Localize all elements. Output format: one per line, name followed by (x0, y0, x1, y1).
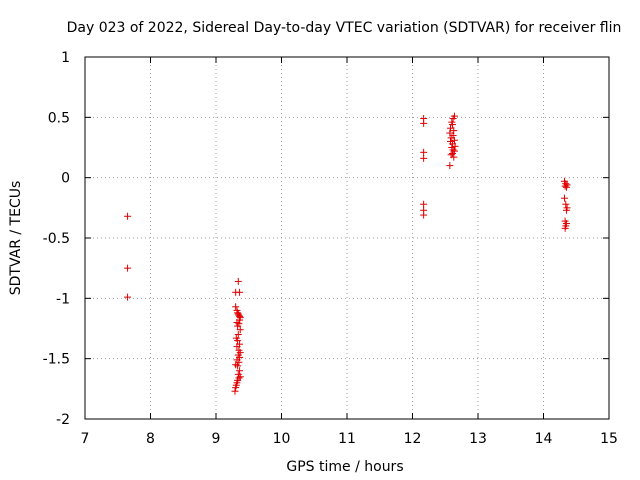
data-point (234, 337, 242, 345)
data-point (420, 154, 428, 162)
y-tick-label: -1 (56, 291, 70, 307)
data-point (236, 326, 244, 334)
data-point (561, 182, 569, 190)
data-point (124, 264, 132, 272)
data-point (232, 384, 240, 392)
data-point (561, 224, 569, 232)
data-point (124, 293, 132, 301)
data-point (232, 288, 240, 296)
chart-title: Day 023 of 2022, Sidereal Day-to-day VTE… (67, 20, 622, 36)
data-point (124, 212, 132, 220)
data-point (560, 194, 568, 202)
data-point (448, 150, 456, 158)
x-axis-label: GPS time / hours (286, 459, 403, 475)
data-point (449, 115, 457, 123)
data-point (233, 343, 241, 351)
data-point (232, 303, 240, 311)
data-point (562, 183, 570, 191)
data-point (234, 322, 242, 330)
data-point (420, 148, 428, 156)
data-point (446, 162, 454, 170)
x-tick-label: 11 (338, 431, 356, 447)
data-point (562, 200, 570, 208)
data-point (234, 277, 242, 285)
data-point (450, 153, 458, 161)
data-point (234, 331, 242, 339)
data-point (420, 119, 428, 127)
x-tick-label: 14 (535, 431, 553, 447)
y-tick-label: -0.5 (43, 231, 70, 247)
data-point (236, 373, 244, 381)
data-point (449, 146, 457, 154)
data-points (124, 112, 571, 395)
data-point (234, 362, 242, 370)
data-point (450, 127, 458, 135)
x-tick-label: 13 (469, 431, 487, 447)
data-point (562, 206, 570, 214)
data-point (448, 121, 456, 129)
y-axis-label: SDTVAR / TECUs (8, 181, 24, 296)
y-axis: 1 0.5 0 -0.5 -1 -1.5 -2 (43, 50, 609, 428)
x-tick-label: 10 (273, 431, 291, 447)
x-tick-label: 7 (81, 431, 90, 447)
data-point (420, 211, 428, 219)
x-tick-label: 9 (212, 431, 221, 447)
x-tick-label: 12 (404, 431, 422, 447)
y-tick-label: 1 (61, 50, 70, 66)
y-tick-label: 0.5 (48, 110, 70, 126)
x-tick-label: 15 (600, 431, 618, 447)
x-tick-label: 8 (146, 431, 155, 447)
y-tick-label: -1.5 (43, 352, 70, 368)
y-tick-label: -2 (56, 412, 70, 428)
data-point (451, 142, 459, 150)
data-point (236, 367, 244, 375)
grid (85, 57, 609, 419)
data-point (420, 200, 428, 208)
x-axis: 7 8 9 10 11 12 13 14 15 (81, 57, 618, 447)
data-point (231, 387, 239, 395)
y-tick-label: 0 (61, 171, 70, 187)
data-point (450, 136, 458, 144)
